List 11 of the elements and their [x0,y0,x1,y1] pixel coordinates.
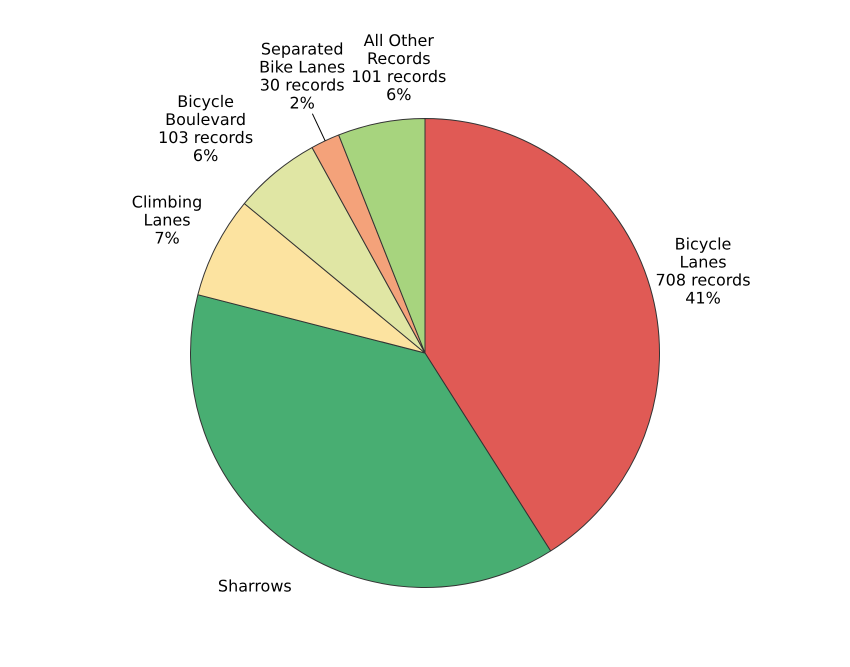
data-label: 7% [154,228,180,248]
slice-label: All Other Records [364,30,434,68]
slice-label: Separated Bike Lanes [259,40,346,77]
data-label: 708 records 41% [655,270,751,308]
slice-label: Sharrows [218,576,292,596]
data-label: 30 records 2% [260,76,345,113]
slice-label: Bicycle Boulevard [165,92,246,130]
slice-label: Bicycle Lanes [674,234,732,272]
slice-label: Climbing Lanes [132,192,202,230]
data-label: 101 records 6% [351,66,446,104]
data-label: 103 records 6% [158,128,254,166]
